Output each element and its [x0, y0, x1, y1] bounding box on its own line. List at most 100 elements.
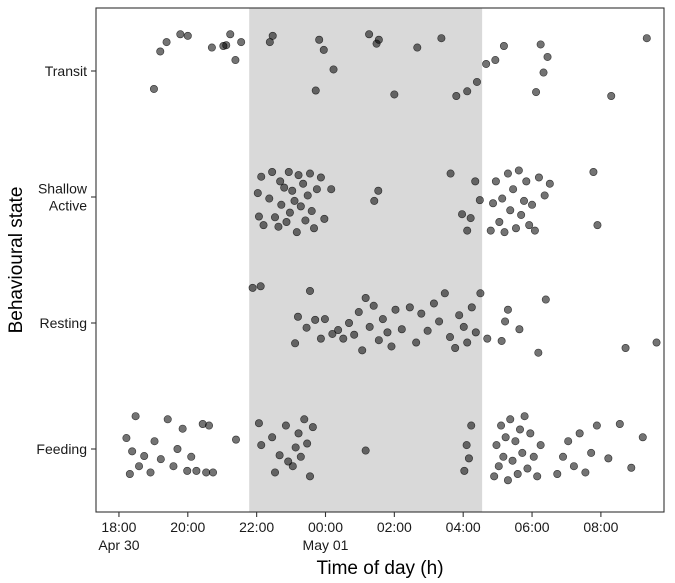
data-point [497, 421, 506, 430]
data-point [140, 452, 149, 461]
data-point [503, 305, 512, 314]
data-point [498, 194, 507, 203]
data-point [559, 452, 568, 461]
data-point [621, 343, 630, 352]
data-point [397, 325, 406, 334]
data-point [265, 194, 274, 203]
data-point [311, 86, 320, 95]
data-point [511, 224, 520, 233]
data-point [587, 448, 596, 457]
data-point [183, 466, 192, 475]
data-point [285, 208, 294, 217]
data-point [131, 412, 140, 421]
data-point [463, 87, 472, 96]
data-point [271, 468, 280, 477]
data-point [390, 90, 399, 99]
data-point [128, 447, 137, 456]
data-point [526, 429, 535, 438]
data-point [305, 169, 314, 178]
data-point [489, 199, 498, 208]
data-point [615, 419, 624, 428]
data-point [446, 169, 455, 178]
data-point [575, 429, 584, 438]
data-point [452, 92, 461, 101]
data-point [268, 433, 277, 442]
data-point [282, 218, 291, 227]
data-point [122, 434, 131, 443]
data-point [296, 452, 305, 461]
data-point [329, 65, 338, 74]
data-point [274, 222, 283, 231]
data-point [350, 330, 359, 339]
data-point [316, 334, 325, 343]
data-point [491, 56, 500, 65]
data-point [271, 213, 280, 222]
data-point [520, 196, 529, 205]
data-point [437, 34, 446, 43]
data-point [490, 472, 499, 481]
data-point [539, 68, 548, 77]
data-point [135, 462, 144, 471]
data-point [231, 435, 240, 444]
data-point [491, 177, 500, 186]
data-point [508, 456, 517, 465]
data-point [316, 173, 325, 182]
x-tick-date-label: May 01 [303, 537, 349, 553]
data-point [413, 43, 422, 52]
x-tick-label: 06:00 [515, 519, 550, 535]
data-point [475, 196, 484, 205]
data-point [369, 301, 378, 310]
data-point [205, 421, 214, 430]
data-point [156, 47, 165, 56]
x-tick-label: 22:00 [239, 519, 274, 535]
data-point [503, 476, 512, 485]
data-point [327, 185, 336, 194]
data-point [268, 31, 277, 40]
y-tick-label: Feeding [36, 441, 87, 457]
data-point [627, 463, 636, 472]
data-point [305, 472, 314, 481]
data-point [288, 462, 297, 471]
data-point [257, 172, 266, 181]
data-point [533, 472, 542, 481]
data-point [307, 207, 316, 216]
data-point [339, 334, 348, 343]
data-point [209, 468, 218, 477]
data-point [511, 437, 520, 446]
data-point [328, 329, 337, 338]
data-point [259, 221, 268, 230]
data-point [482, 59, 491, 68]
data-point [476, 289, 485, 298]
data-point [536, 441, 545, 450]
data-point [226, 30, 235, 39]
data-point [310, 224, 319, 233]
data-point [522, 177, 531, 186]
data-point [499, 41, 508, 50]
data-point [486, 226, 495, 235]
data-point [254, 212, 263, 221]
data-point [564, 437, 573, 446]
data-point [405, 303, 414, 312]
data-point [483, 334, 492, 343]
data-point [378, 315, 387, 324]
data-point [529, 452, 538, 461]
data-point [163, 415, 172, 424]
data-point [412, 338, 421, 347]
data-point [642, 34, 651, 43]
data-point [494, 462, 503, 471]
data-point [173, 444, 182, 453]
data-point [365, 30, 374, 39]
data-point [256, 282, 265, 291]
data-point [257, 441, 266, 450]
data-point [500, 228, 509, 237]
data-point [293, 312, 302, 321]
data-point [506, 206, 515, 215]
data-point [513, 469, 522, 478]
data-point [192, 466, 201, 475]
y-tick-label: Shallow Active [38, 181, 88, 214]
data-point [523, 464, 532, 473]
data-point [589, 168, 598, 177]
data-point [374, 35, 383, 44]
x-tick-label: 08:00 [583, 519, 618, 535]
